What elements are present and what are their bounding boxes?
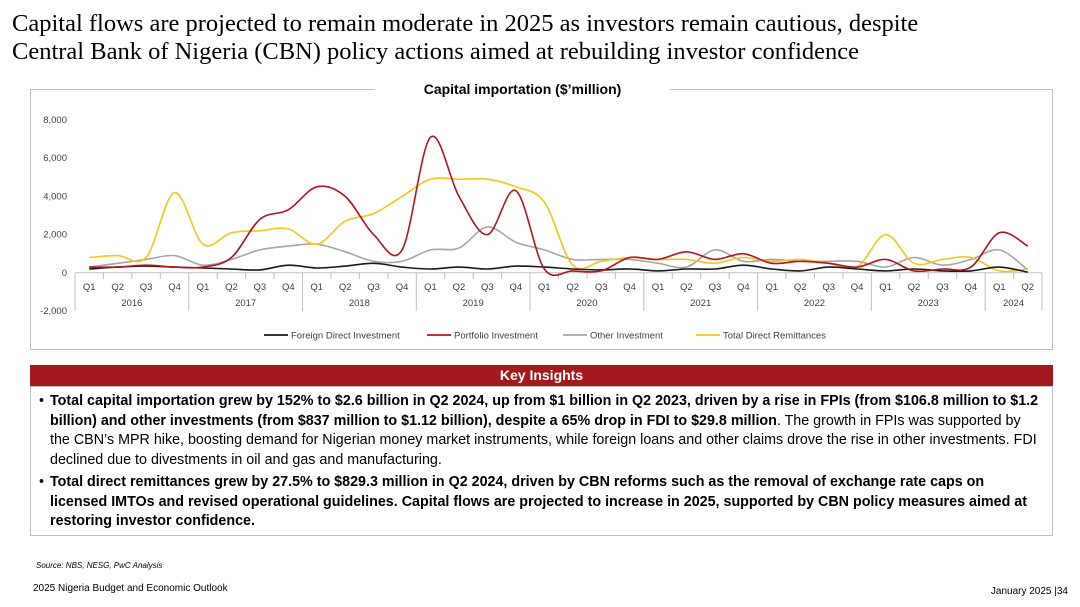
x-tick-label: Q3 xyxy=(254,282,267,293)
footer-report-name: 2025 Nigeria Budget and Economic Outlook xyxy=(33,583,228,594)
x-tick-label: Q4 xyxy=(282,282,295,293)
x-tick-label: Q2 xyxy=(794,282,807,293)
x-tick-label: Q1 xyxy=(993,282,1006,293)
page-title-line2: Central Bank of Nigeria (CBN) policy act… xyxy=(12,38,860,65)
series-line-other-investment xyxy=(89,226,1029,271)
year-label: 2019 xyxy=(463,298,484,309)
y-tick-label: 2,000 xyxy=(43,230,67,241)
y-tick-label: 4,000 xyxy=(43,191,67,202)
x-tick-label: Q3 xyxy=(367,282,380,293)
insight-bold-text: Total direct remittances grew by 27.5% t… xyxy=(50,474,1027,529)
x-tick-label: Q1 xyxy=(652,282,665,293)
key-insights-body: • Total capital importation grew by 152%… xyxy=(30,386,1053,536)
insight-item: • Total capital importation grew by 152%… xyxy=(39,392,1044,470)
x-tick-label: Q4 xyxy=(396,282,409,293)
year-label: 2022 xyxy=(804,298,825,309)
x-tick-label: Q2 xyxy=(339,282,352,293)
x-tick-label: Q3 xyxy=(140,282,153,293)
x-tick-label: Q3 xyxy=(709,282,722,293)
chart-title: Capital importation ($’million) xyxy=(375,78,670,100)
x-tick-label: Q1 xyxy=(310,282,323,293)
x-tick-label: Q1 xyxy=(765,282,778,293)
x-tick-label: Q4 xyxy=(509,282,522,293)
year-label: 2020 xyxy=(576,298,597,309)
x-tick-label: Q1 xyxy=(197,282,210,293)
insight-item: • Total direct remittances grew by 27.5%… xyxy=(39,473,1044,532)
year-label: 2016 xyxy=(121,298,142,309)
x-tick-label: Q3 xyxy=(822,282,835,293)
legend-label: Portfolio Investment xyxy=(454,331,538,342)
series-line-total-direct-remittances xyxy=(89,177,1028,273)
insight-bold-text: Total capital importation grew by 152% t… xyxy=(50,393,1039,429)
series-line-portfolio-investment xyxy=(89,135,1029,277)
insight-text: . The growth in FPIs was supported by th… xyxy=(50,412,1037,468)
y-tick-label: 6,000 xyxy=(43,153,67,164)
legend-label: Total Direct Remittances xyxy=(723,331,826,342)
x-tick-label: Q2 xyxy=(111,282,124,293)
capital-importation-chart: -2,000 0 2,000 4,000 6,000 8,000 Q1 Q2 Q3 Q4 Q1 Q2 Q… xyxy=(40,115,1043,342)
bullet-icon: • xyxy=(39,393,45,409)
y-tick-label: 8,000 xyxy=(43,115,67,126)
x-tick-label: Q1 xyxy=(424,282,437,293)
x-tick-label: Q3 xyxy=(936,282,949,293)
chart-container: -2,000 0 2,000 4,000 6,000 8,000 Q1 Q2 Q3 Q4 Q1 Q2 Q… xyxy=(30,89,1053,350)
footer-date-page: January 2025 |34 xyxy=(990,586,1068,597)
source-note: Source: NBS, NESG, PwC Analysis xyxy=(36,561,163,570)
page-title: Capital flows are projected to remain mo… xyxy=(12,10,1074,66)
x-tick-label: Q3 xyxy=(595,282,608,293)
x-tick-label: Q4 xyxy=(168,282,181,293)
x-tick-label: Q1 xyxy=(879,282,892,293)
series-line-foreign-direct-investment xyxy=(89,262,1028,273)
year-label: 2024 xyxy=(1003,298,1024,309)
x-tick-label: Q2 xyxy=(566,282,579,293)
x-tick-label: Q4 xyxy=(623,282,636,293)
x-tick-label: Q3 xyxy=(481,282,494,293)
x-tick-label: Q2 xyxy=(1021,282,1034,293)
year-label: 2018 xyxy=(349,298,370,309)
x-tick-label: Q2 xyxy=(225,282,238,293)
y-tick-label: 0 xyxy=(62,268,67,279)
page-title-line1: Capital flows are projected to remain mo… xyxy=(12,10,919,37)
year-label: 2023 xyxy=(918,298,939,309)
y-tick-label: -2,000 xyxy=(40,306,67,317)
x-tick-label: Q1 xyxy=(538,282,551,293)
year-label: 2021 xyxy=(690,298,711,309)
x-tick-label: Q4 xyxy=(851,282,864,293)
x-tick-label: Q2 xyxy=(453,282,466,293)
year-label: 2017 xyxy=(235,298,256,309)
legend-label: Foreign Direct Investment xyxy=(291,331,400,342)
legend-label: Other Investment xyxy=(590,331,663,342)
x-tick-label: Q4 xyxy=(965,282,978,293)
x-tick-label: Q2 xyxy=(908,282,921,293)
key-insights-header: Key Insights xyxy=(30,365,1053,386)
x-tick-label: Q4 xyxy=(737,282,750,293)
bullet-icon: • xyxy=(39,474,45,490)
x-tick-label: Q2 xyxy=(680,282,693,293)
x-tick-label: Q1 xyxy=(83,282,96,293)
